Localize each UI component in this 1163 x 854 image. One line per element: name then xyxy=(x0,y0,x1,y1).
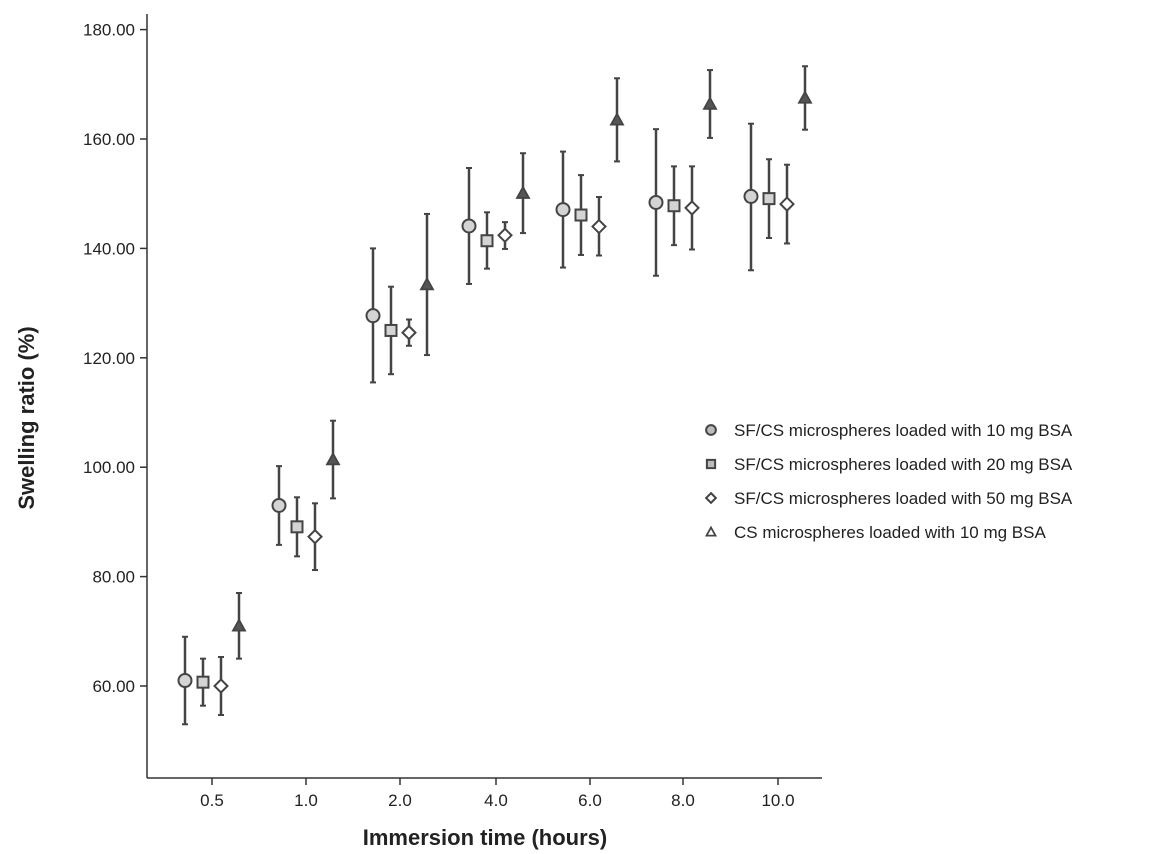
series-3 xyxy=(213,163,795,716)
data-point xyxy=(177,673,193,689)
data-marks xyxy=(177,65,813,726)
series-2 xyxy=(196,158,776,707)
data-point xyxy=(401,324,417,341)
legend-marker xyxy=(704,525,718,537)
x-tick-label: 8.0 xyxy=(671,791,695,810)
series-4 xyxy=(231,65,813,660)
y-tick-label: 60.00 xyxy=(92,677,135,696)
data-point xyxy=(365,308,381,324)
y-tick-label: 180.00 xyxy=(83,21,135,40)
y-axis-ticks: 60.00 80.00 100.00 120.00 140.00 160.00 180.00 xyxy=(83,21,147,696)
y-tick-label: 120.00 xyxy=(83,349,135,368)
x-tick-label: 2.0 xyxy=(388,791,412,810)
data-point xyxy=(574,208,588,222)
x-tick-label: 10.0 xyxy=(761,791,794,810)
data-point xyxy=(384,323,398,337)
data-point xyxy=(461,218,477,234)
data-point xyxy=(684,200,700,216)
legend-item: SF/CS microspheres loaded with 20 mg BSA xyxy=(705,455,1073,474)
legend-label: SF/CS microspheres loaded with 50 mg BSA xyxy=(734,489,1073,508)
data-point xyxy=(271,497,287,513)
data-point xyxy=(648,194,664,210)
data-point xyxy=(307,528,323,545)
data-point xyxy=(213,678,229,694)
legend-marker xyxy=(705,458,717,470)
legend-marker xyxy=(704,491,718,505)
axes xyxy=(146,14,822,779)
data-point xyxy=(515,185,531,199)
data-point xyxy=(196,675,210,689)
legend-label: CS microspheres loaded with 10 mg BSA xyxy=(734,523,1046,542)
data-point xyxy=(480,234,494,248)
x-tick-label: 4.0 xyxy=(484,791,508,810)
data-point xyxy=(497,227,513,244)
data-point xyxy=(609,112,625,126)
legend-item: SF/CS microspheres loaded with 10 mg BSA xyxy=(705,421,1073,440)
x-tick-label: 1.0 xyxy=(294,791,318,810)
x-tick-label: 6.0 xyxy=(578,791,602,810)
y-tick-label: 100.00 xyxy=(83,458,135,477)
data-point xyxy=(667,199,681,213)
data-point xyxy=(231,617,247,632)
legend-item: CS microspheres loaded with 10 mg BSA xyxy=(704,523,1046,542)
data-point xyxy=(591,218,607,235)
data-point xyxy=(325,451,341,466)
x-axis-ticks: 0.5 1.0 2.0 4.0 6.0 8.0 10.0 xyxy=(200,778,795,810)
legend-item: SF/CS microspheres loaded with 50 mg BSA xyxy=(704,489,1073,508)
legend-label: SF/CS microspheres loaded with 10 mg BSA xyxy=(734,421,1073,440)
series-1 xyxy=(177,122,759,726)
x-tick-label: 0.5 xyxy=(200,791,224,810)
y-tick-label: 140.00 xyxy=(83,239,135,258)
data-point xyxy=(419,276,435,291)
legend-label: SF/CS microspheres loaded with 20 mg BSA xyxy=(734,455,1073,474)
y-tick-label: 80.00 xyxy=(92,568,135,587)
legend-marker xyxy=(705,424,717,436)
data-point xyxy=(702,96,718,110)
data-point xyxy=(762,192,776,206)
y-axis-title: Swelling ratio (%) xyxy=(14,326,39,509)
data-point xyxy=(743,188,759,204)
legend: SF/CS microspheres loaded with 10 mg BSA… xyxy=(704,421,1073,542)
x-axis-title: Immersion time (hours) xyxy=(363,825,607,850)
data-point xyxy=(290,520,304,534)
data-point xyxy=(797,90,813,104)
y-tick-label: 160.00 xyxy=(83,130,135,149)
data-point xyxy=(555,202,571,218)
data-point xyxy=(779,196,795,213)
